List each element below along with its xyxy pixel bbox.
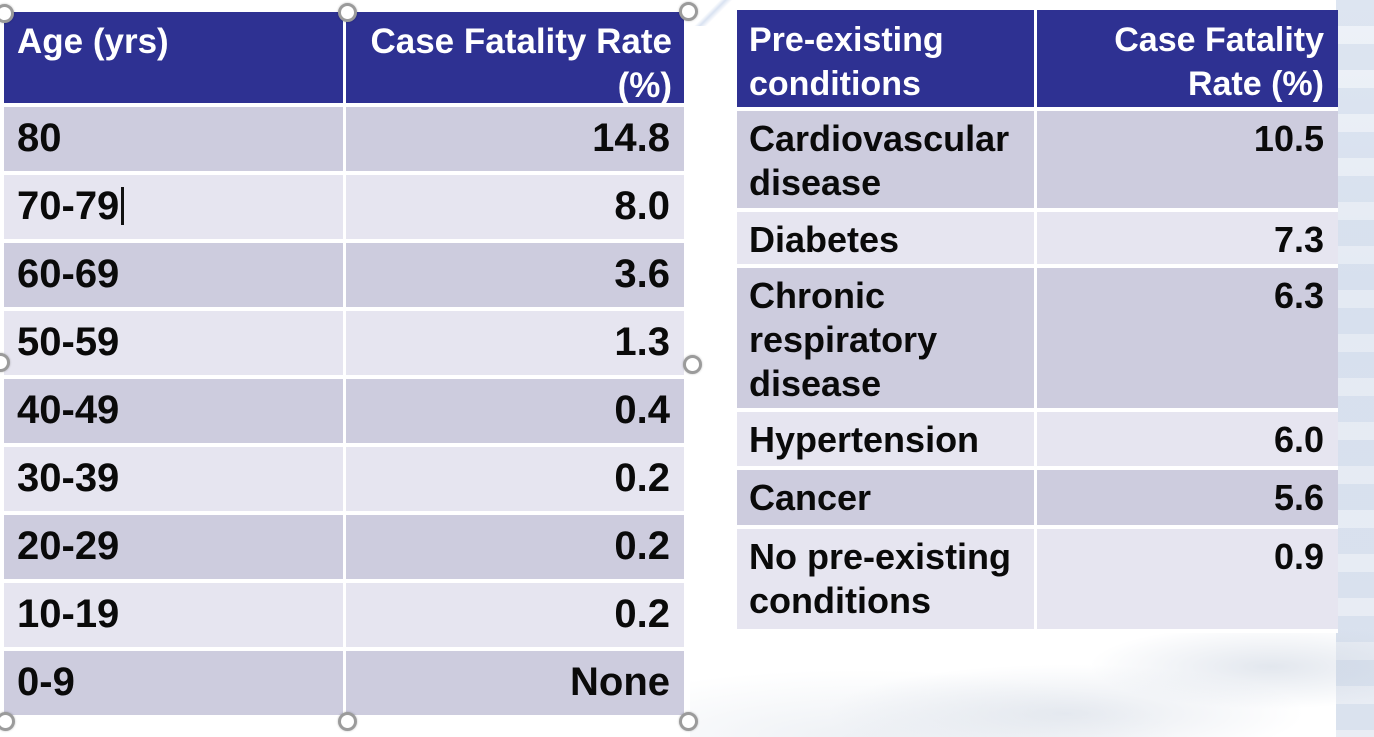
age-column-header[interactable]: Age (yrs) [4, 12, 346, 103]
table-row: Cardiovascular disease 10.5 [737, 111, 1338, 212]
table-header-row: Pre-existing conditions Case Fatality Ra… [737, 10, 1338, 111]
age-cell[interactable]: 50-59 [4, 311, 346, 375]
conditions-cfr-table[interactable]: Pre-existing conditions Case Fatality Ra… [737, 10, 1338, 633]
selection-handle-middle-left[interactable] [0, 353, 10, 372]
age-cell[interactable]: 30-39 [4, 447, 346, 511]
selection-handle-top-middle[interactable] [338, 3, 357, 22]
age-cell[interactable]: 60-69 [4, 243, 346, 307]
table-row: Cancer 5.6 [737, 470, 1338, 529]
table-row: 30-39 0.2 [4, 447, 684, 515]
age-cell-editing[interactable]: 70-79 [4, 175, 346, 239]
selection-handle-bottom-right[interactable] [679, 712, 698, 731]
table-row: Diabetes 7.3 [737, 212, 1338, 268]
table-row: 0-9 None [4, 651, 684, 719]
table-row: 70-79 8.0 [4, 175, 684, 243]
condition-cell[interactable]: No pre-existing conditions [737, 529, 1037, 629]
cfr-column-header[interactable]: Case Fatality Rate (%) [346, 12, 684, 103]
table-row: 50-59 1.3 [4, 311, 684, 379]
table-row: 20-29 0.2 [4, 515, 684, 583]
rate-cell[interactable]: 0.9 [1037, 529, 1338, 629]
selection-handle-middle-right[interactable] [683, 355, 702, 374]
selection-handle-top-right[interactable] [679, 2, 698, 21]
age-cell[interactable]: 20-29 [4, 515, 346, 579]
rate-cell[interactable]: 6.3 [1037, 268, 1338, 408]
table-row: Hypertension 6.0 [737, 412, 1338, 470]
rate-cell[interactable]: None [346, 651, 684, 715]
age-cell[interactable]: 0-9 [4, 651, 346, 715]
selection-handle-bottom-middle[interactable] [338, 712, 357, 731]
condition-cell[interactable]: Diabetes [737, 212, 1037, 264]
rate-cell[interactable]: 8.0 [346, 175, 684, 239]
condition-cell[interactable]: Hypertension [737, 412, 1037, 466]
rate-cell[interactable]: 0.4 [346, 379, 684, 443]
age-cell[interactable]: 10-19 [4, 583, 346, 647]
condition-cell[interactable]: Chronic respiratory disease [737, 268, 1037, 408]
rate-cell[interactable]: 3.6 [346, 243, 684, 307]
table-row: 80 14.8 [4, 107, 684, 175]
rate-cell[interactable]: 0.2 [346, 515, 684, 579]
cfr-column-header[interactable]: Case Fatality Rate (%) [1037, 10, 1338, 107]
selection-handle-top-left[interactable] [0, 4, 14, 23]
background-artwork-top-gap [692, 0, 736, 26]
background-artwork-bottom [690, 620, 1374, 737]
rate-cell[interactable]: 5.6 [1037, 470, 1338, 525]
rate-cell[interactable]: 0.2 [346, 447, 684, 511]
rate-cell[interactable]: 14.8 [346, 107, 684, 171]
table-row: 60-69 3.6 [4, 243, 684, 311]
text-caret [121, 187, 125, 225]
background-artwork-right [1336, 0, 1374, 737]
condition-cell[interactable]: Cardiovascular disease [737, 111, 1037, 208]
table-row: No pre-existing conditions 0.9 [737, 529, 1338, 633]
table-row: Chronic respiratory disease 6.3 [737, 268, 1338, 412]
rate-cell[interactable]: 7.3 [1037, 212, 1338, 264]
condition-cell[interactable]: Cancer [737, 470, 1037, 525]
conditions-column-header[interactable]: Pre-existing conditions [737, 10, 1037, 107]
table-row: 10-19 0.2 [4, 583, 684, 651]
selection-handle-bottom-left[interactable] [0, 712, 15, 731]
table-row: 40-49 0.4 [4, 379, 684, 447]
rate-cell[interactable]: 0.2 [346, 583, 684, 647]
rate-cell[interactable]: 6.0 [1037, 412, 1338, 466]
rate-cell[interactable]: 10.5 [1037, 111, 1338, 208]
age-cell-text: 70-79 [17, 184, 120, 228]
age-cell[interactable]: 40-49 [4, 379, 346, 443]
table-header-row: Age (yrs) Case Fatality Rate (%) [4, 12, 684, 107]
age-cfr-table[interactable]: Age (yrs) Case Fatality Rate (%) 80 14.8… [4, 12, 684, 719]
age-cell[interactable]: 80 [4, 107, 346, 171]
rate-cell[interactable]: 1.3 [346, 311, 684, 375]
